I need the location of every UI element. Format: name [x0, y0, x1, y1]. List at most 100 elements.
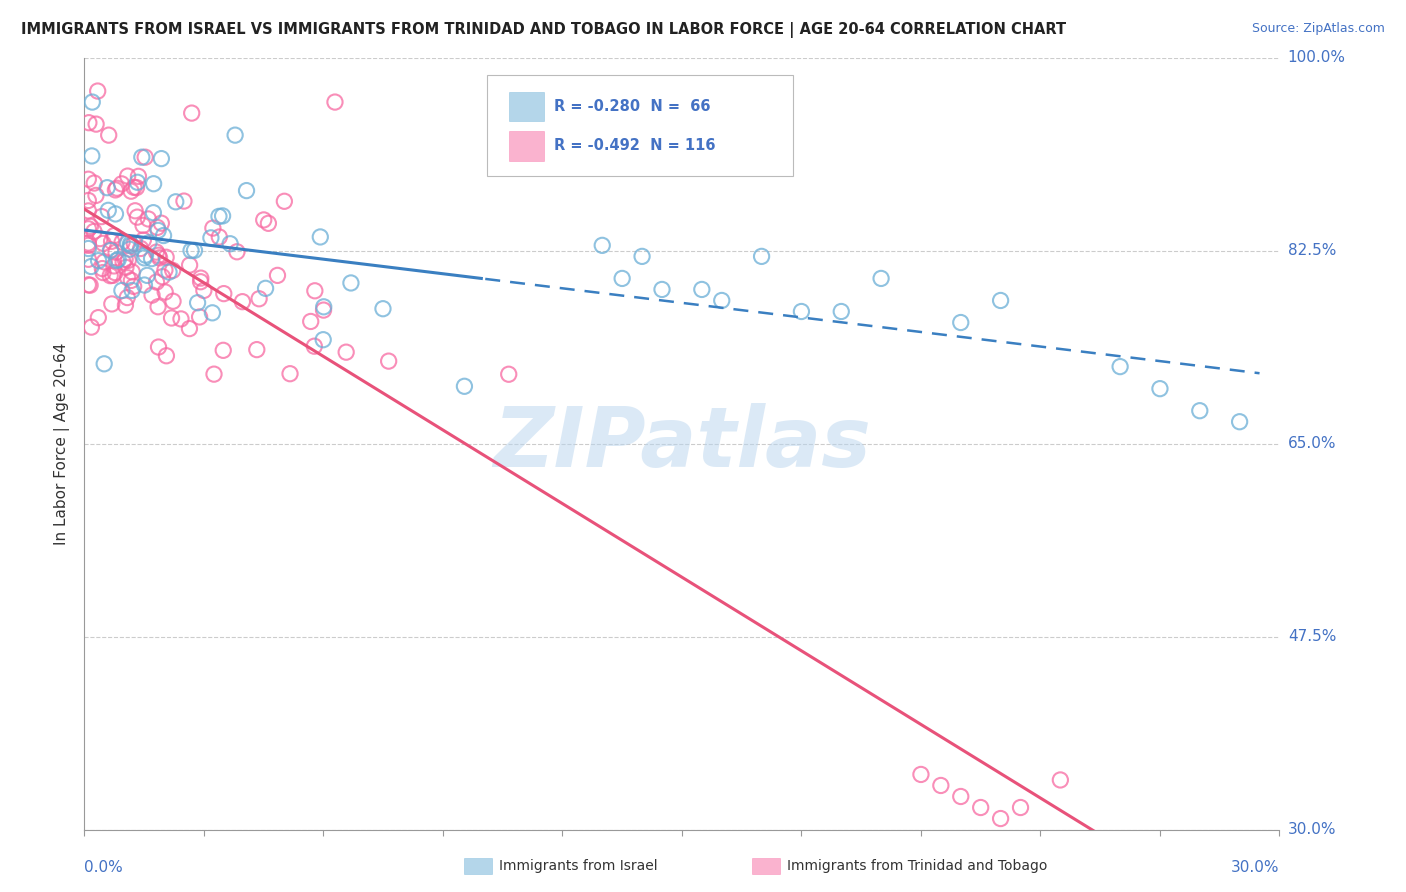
Text: Source: ZipAtlas.com: Source: ZipAtlas.com — [1251, 22, 1385, 36]
Point — [1149, 382, 1171, 396]
Point — [148, 248, 170, 262]
Point — [150, 216, 173, 230]
Point — [142, 205, 165, 219]
Point — [114, 252, 136, 267]
Point — [179, 321, 201, 335]
Point — [77, 221, 100, 235]
Point — [121, 284, 143, 298]
Point — [122, 180, 145, 194]
Point — [312, 300, 335, 314]
Point — [80, 260, 103, 274]
Point — [97, 203, 120, 218]
Point — [165, 194, 187, 209]
Point — [949, 789, 972, 804]
Point — [101, 297, 124, 311]
Point — [162, 263, 184, 277]
Point — [118, 242, 141, 256]
Point — [84, 117, 107, 131]
Point — [87, 310, 110, 325]
Point — [155, 250, 177, 264]
Point — [104, 183, 127, 197]
Point — [90, 210, 112, 224]
Text: ZIPatlas: ZIPatlas — [494, 403, 870, 484]
Text: Immigrants from Trinidad and Tobago: Immigrants from Trinidad and Tobago — [787, 859, 1047, 873]
Point — [710, 293, 733, 308]
Point — [990, 293, 1012, 308]
Point — [183, 244, 205, 258]
Point — [77, 116, 100, 130]
Text: 65.0%: 65.0% — [1288, 436, 1336, 451]
Point — [77, 242, 100, 256]
Point — [129, 242, 152, 256]
Point — [150, 152, 173, 166]
Point — [132, 233, 155, 247]
Point — [453, 379, 475, 393]
Point — [115, 260, 138, 275]
Point — [121, 265, 143, 279]
Point — [231, 294, 253, 309]
Point — [91, 261, 114, 276]
Point — [266, 268, 288, 283]
Point — [77, 252, 100, 267]
Point — [145, 245, 167, 260]
Point — [212, 343, 235, 358]
Point — [153, 285, 176, 299]
Point — [131, 150, 153, 164]
Point — [790, 304, 813, 318]
Point — [591, 238, 613, 252]
Point — [170, 312, 193, 326]
Point — [79, 278, 101, 293]
Text: 30.0%: 30.0% — [1288, 822, 1336, 837]
Point — [690, 282, 713, 296]
Point — [146, 223, 169, 237]
Point — [208, 210, 231, 224]
Point — [201, 221, 224, 235]
Point — [651, 282, 673, 296]
Point — [122, 236, 145, 251]
Point — [103, 228, 125, 243]
Point — [211, 209, 233, 223]
Point — [751, 249, 773, 263]
Point — [219, 236, 242, 251]
Text: 47.5%: 47.5% — [1288, 629, 1336, 644]
Point — [246, 343, 269, 357]
Point — [117, 236, 139, 251]
Point — [257, 216, 280, 230]
Text: 100.0%: 100.0% — [1288, 51, 1346, 65]
Point — [335, 345, 357, 359]
Point — [340, 276, 363, 290]
Point — [200, 231, 222, 245]
Point — [179, 258, 201, 272]
Point — [273, 194, 295, 209]
Point — [132, 219, 155, 233]
Point — [146, 220, 169, 235]
Point — [100, 243, 122, 257]
Point — [125, 180, 148, 194]
Text: IMMIGRANTS FROM ISRAEL VS IMMIGRANTS FROM TRINIDAD AND TOBAGO IN LABOR FORCE | A: IMMIGRANTS FROM ISRAEL VS IMMIGRANTS FRO… — [21, 22, 1066, 38]
Point — [208, 230, 231, 244]
Point — [929, 779, 952, 793]
Point — [146, 300, 169, 314]
Y-axis label: In Labor Force | Age 20-64: In Labor Force | Age 20-64 — [55, 343, 70, 545]
Point — [111, 284, 134, 298]
Point — [97, 128, 120, 142]
Point — [127, 169, 149, 184]
Text: R = -0.492  N = 116: R = -0.492 N = 116 — [554, 138, 716, 153]
Point — [162, 294, 184, 309]
Point — [309, 230, 332, 244]
Point — [96, 180, 118, 194]
Point — [122, 279, 145, 293]
Point — [93, 254, 115, 268]
Point — [1049, 772, 1071, 787]
Point — [84, 188, 107, 202]
Point — [104, 245, 127, 260]
Point — [134, 278, 156, 293]
Point — [120, 238, 142, 252]
Point — [77, 203, 100, 218]
Point — [212, 286, 235, 301]
Point — [224, 128, 246, 142]
Point — [188, 310, 211, 324]
Point — [180, 106, 202, 120]
Point — [83, 224, 105, 238]
Point — [136, 268, 159, 283]
